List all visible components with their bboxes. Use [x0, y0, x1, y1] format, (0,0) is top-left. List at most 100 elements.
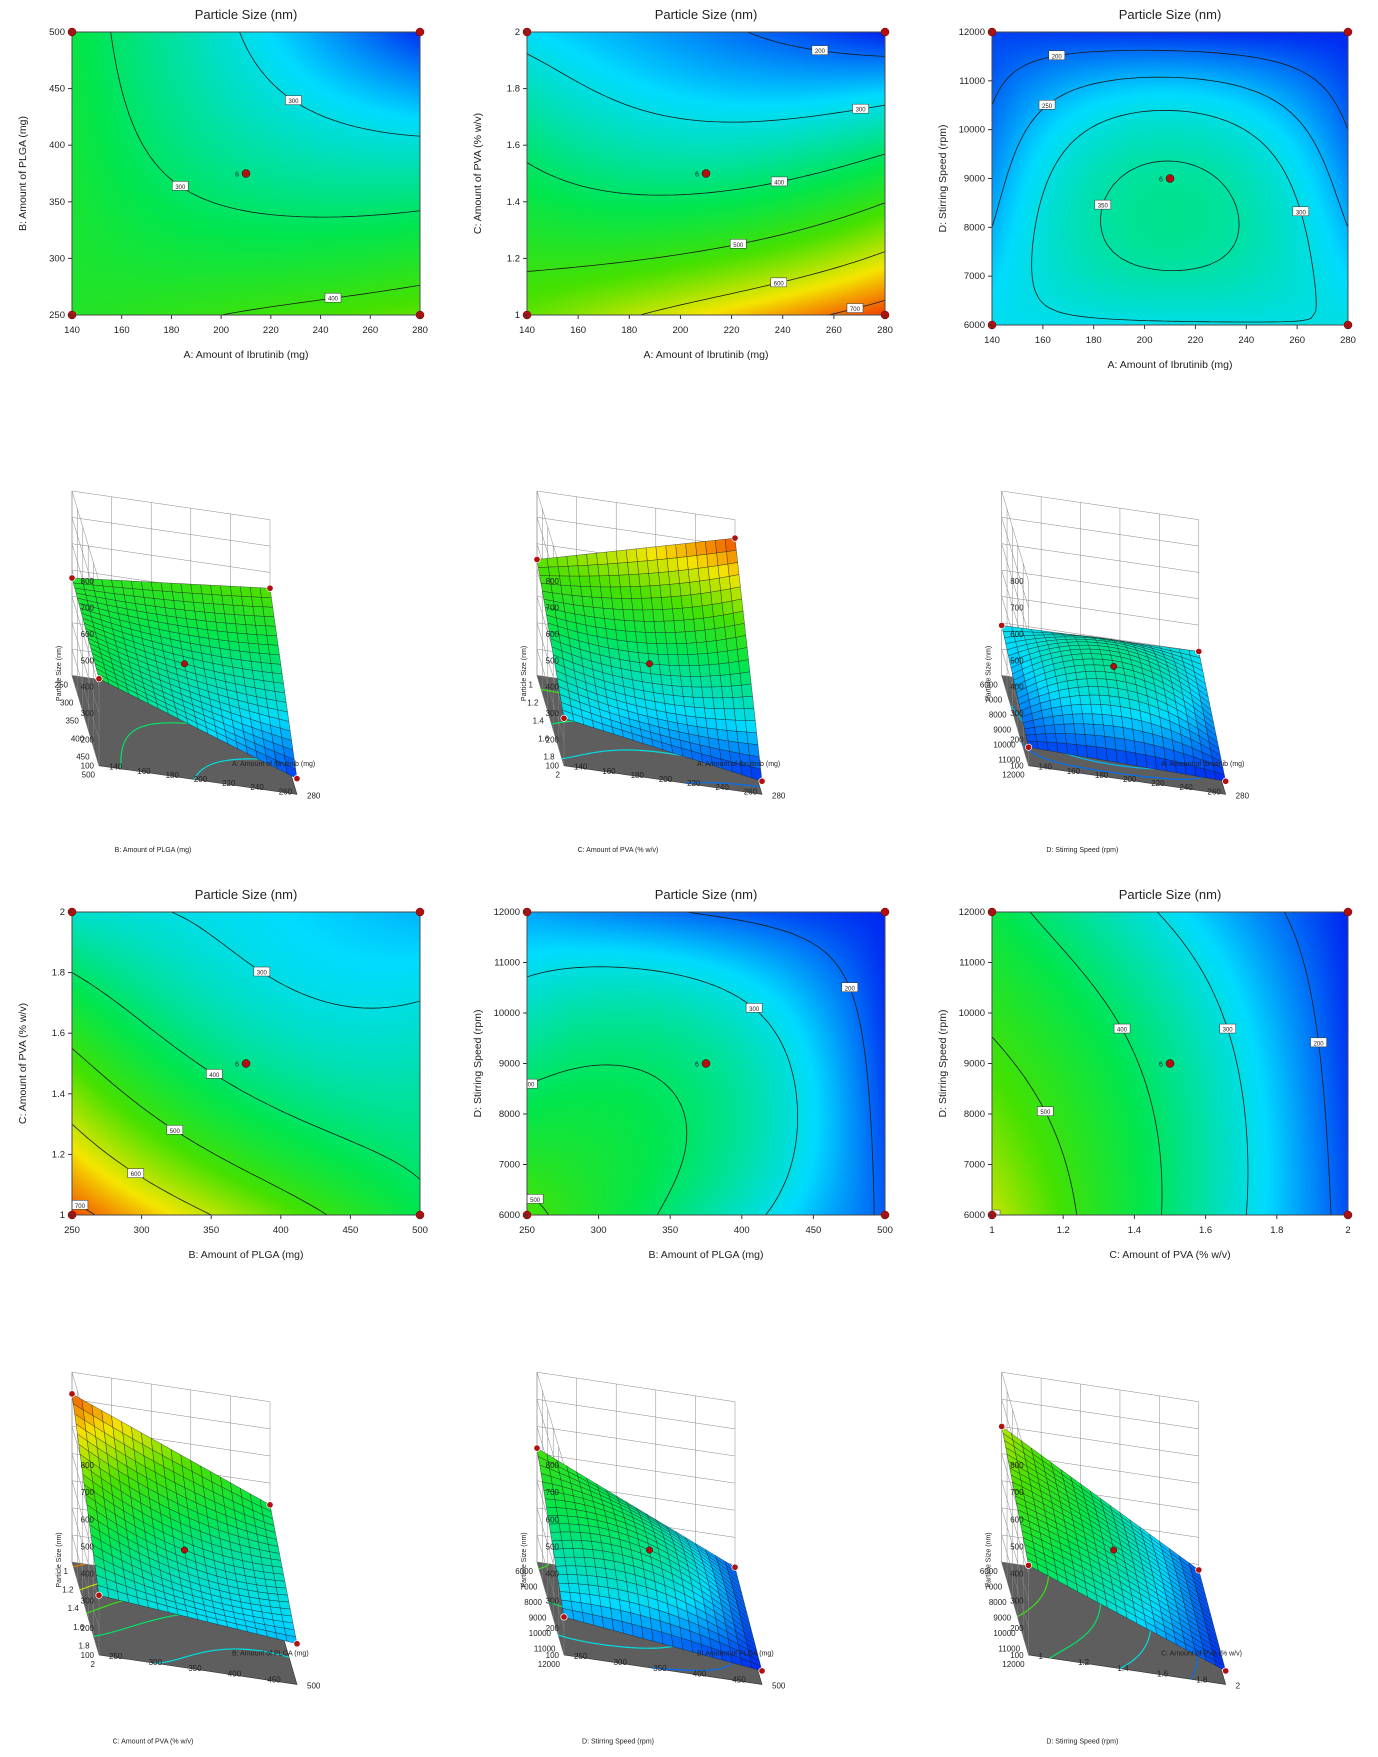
y-tick-label: 12000 [959, 907, 985, 918]
left-axis-label: C: Amount of PVA (% w/v) [578, 847, 659, 854]
right-axis-tick-label: 260 [1208, 787, 1222, 796]
x-tick-label: 160 [1035, 335, 1051, 346]
z-axis-label: Particle Size (nm) [986, 1532, 993, 1587]
z-tick-label: 800 [546, 577, 560, 586]
right-axis-tick-label: 180 [166, 771, 180, 780]
right-axis-tick-label: 180 [631, 771, 645, 780]
left-axis-tick-label: 10000 [993, 1629, 1016, 1638]
right-axis-tick-label: 220 [687, 779, 701, 788]
center-design-point [1110, 1547, 1116, 1553]
center-design-point [702, 170, 710, 178]
left-axis-tick-label: 1.2 [62, 1586, 74, 1595]
z-tick-label: 400 [81, 683, 95, 692]
z-tick-label: 800 [81, 577, 95, 586]
left-axis-label: D: Stirring Speed (rpm) [1046, 1739, 1118, 1746]
right-axis-tick-label: 1 [1039, 1652, 1044, 1661]
z-tick-label: 100 [546, 762, 560, 771]
x-tick-label: 140 [519, 325, 535, 336]
left-axis-tick-label: 10000 [529, 1629, 552, 1638]
contour-label: 500 [733, 243, 744, 249]
design-point [732, 535, 738, 541]
y-tick-label: 9000 [964, 1059, 985, 1070]
design-point [534, 1445, 540, 1451]
x-tick-label: 280 [1340, 335, 1356, 346]
design-point [759, 1668, 765, 1674]
design-point [881, 908, 889, 916]
x-tick-label: 500 [412, 1225, 428, 1236]
x-tick-label: 220 [724, 325, 740, 336]
y-tick-label: 9000 [499, 1059, 520, 1070]
x-tick-label: 250 [64, 1225, 80, 1236]
left-axis-tick-label: 300 [60, 699, 74, 708]
z-tick-label: 400 [546, 1570, 560, 1579]
right-axis-tick-label: 350 [188, 1664, 202, 1673]
y-tick-label: 9000 [964, 174, 985, 185]
contour-label: 300 [288, 99, 299, 105]
right-axis-tick-label: 160 [137, 767, 151, 776]
design-point [1196, 648, 1202, 654]
contour-label: 300 [1223, 1028, 1234, 1034]
left-axis-tick-label: 1.4 [68, 1604, 80, 1613]
y-tick-label: 400 [49, 140, 65, 151]
chart-title: Particle Size (nm) [655, 887, 758, 902]
contour-label: 700 [850, 307, 861, 313]
right-axis-label: A: Amount of Ibrutinib (mg) [1161, 761, 1244, 768]
z-tick-label: 600 [1010, 630, 1024, 639]
z-tick-label: 400 [1010, 683, 1024, 692]
x-tick-label: 450 [805, 1225, 821, 1236]
contour-label: 300 [856, 108, 867, 114]
x-tick-label: 280 [412, 325, 428, 336]
z-tick-label: 700 [546, 1488, 560, 1497]
right-axis-tick-label: 280 [772, 791, 786, 800]
design-point [1222, 778, 1228, 784]
design-point [96, 676, 102, 682]
x-tick-label: 350 [203, 1225, 219, 1236]
right-axis-tick-label: 160 [602, 767, 616, 776]
z-tick-label: 800 [81, 1461, 95, 1470]
design-point [294, 775, 300, 781]
x-tick-label: 140 [984, 335, 1000, 346]
z-tick-label: 500 [546, 656, 560, 665]
x-tick-label: 1.8 [1270, 1225, 1283, 1236]
y-tick-label: 1 [60, 1210, 65, 1221]
y-tick-label: 250 [49, 310, 65, 321]
x-tick-label: 1.4 [1128, 1225, 1141, 1236]
right-axis-tick-label: 260 [279, 787, 293, 796]
left-axis-tick-label: 8000 [989, 1598, 1007, 1607]
contour-label: 200 [1052, 54, 1063, 60]
y-axis-label: C: Amount of PVA (% w/v) [17, 1003, 29, 1124]
right-axis-tick-label: 500 [772, 1681, 786, 1690]
contour-label: 250 [1042, 104, 1053, 110]
right-axis-tick-label: 140 [574, 763, 588, 772]
z-tick-label: 800 [1010, 1461, 1024, 1470]
left-axis-tick-label: 2 [556, 771, 561, 780]
right-axis-tick-label: 260 [744, 787, 758, 796]
design-point [732, 1564, 738, 1570]
z-tick-label: 500 [546, 1542, 560, 1551]
y-tick-label: 1.6 [507, 140, 520, 151]
design-point [416, 908, 424, 916]
left-axis-tick-label: 7000 [984, 696, 1002, 705]
z-tick-label: 500 [81, 656, 95, 665]
z-tick-label: 300 [81, 709, 95, 718]
x-axis-label: B: Amount of PLGA (mg) [649, 1249, 764, 1261]
left-axis-tick-label: 9000 [993, 726, 1011, 735]
right-axis-tick-label: 180 [1095, 771, 1109, 780]
x-axis-label: A: Amount of Ibrutinib (mg) [644, 349, 769, 361]
x-tick-label: 250 [519, 1225, 535, 1236]
x-tick-label: 1.2 [1057, 1225, 1070, 1236]
left-axis-tick-label: 1.8 [78, 1641, 90, 1650]
left-axis-tick-label: 1.6 [538, 735, 550, 744]
left-axis-tick-label: 1.8 [543, 753, 555, 762]
contour-label: 500 [170, 1129, 181, 1135]
right-axis-label: A: Amount of Ibrutinib (mg) [232, 761, 315, 768]
y-tick-label: 6000 [964, 320, 985, 331]
x-tick-label: 160 [114, 325, 130, 336]
y-axis-label: D: Stirring Speed (rpm) [937, 1010, 949, 1118]
left-axis-tick-label: 1.4 [533, 717, 545, 726]
center-design-point [1166, 1060, 1174, 1068]
